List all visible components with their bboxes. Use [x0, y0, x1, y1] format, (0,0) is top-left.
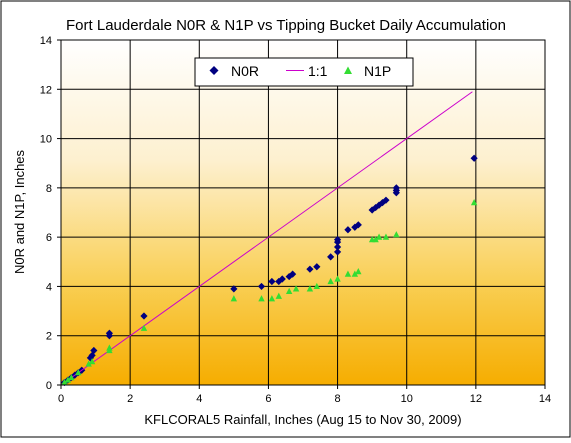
data-point-n0r: [268, 277, 276, 286]
data-point-n0r: [470, 154, 478, 162]
x-tick-label: 2: [127, 393, 133, 405]
data-point-n1p: [61, 378, 68, 386]
data-point-n1p: [275, 292, 282, 299]
data-point-n0r: [230, 285, 238, 293]
data-point-n1p: [285, 287, 293, 294]
data-point-n1p: [106, 344, 113, 351]
data-point-n0r: [333, 248, 342, 256]
data-point-n0r: [140, 312, 148, 320]
y-tick-label: 12: [40, 84, 52, 96]
data-point-n0r: [344, 226, 352, 234]
x-tick-label: 12: [470, 393, 482, 405]
data-point-n1p: [327, 277, 334, 285]
data-point-n1p: [344, 270, 352, 277]
legend-label-n0r: N0R: [231, 63, 259, 79]
series-layer: [60, 91, 478, 387]
data-point-n0r: [351, 223, 359, 231]
data-point-n1p: [393, 231, 400, 238]
legend-label-1to1: 1:1: [308, 63, 328, 79]
x-axis-label: KFLCORAL5 Rainfall, Inches (Aug 15 to No…: [144, 412, 461, 427]
y-axis-label: N0R and N1P, Inches: [12, 149, 27, 274]
data-point-n1p: [292, 285, 300, 292]
legend-marker-n1p: [344, 66, 352, 74]
x-tick-label: 4: [196, 393, 202, 405]
data-point-n0r: [354, 221, 362, 229]
y-tick-label: 10: [40, 134, 52, 146]
data-point-n0r: [392, 184, 400, 192]
data-point-n0r: [375, 201, 383, 209]
data-point-n0r: [105, 329, 113, 337]
data-point-n0r: [372, 203, 380, 212]
y-tick-label: 8: [46, 183, 52, 195]
data-point-n0r: [86, 354, 94, 362]
data-point-n0r: [90, 346, 98, 355]
legend-box: [194, 57, 414, 87]
data-point-n0r: [285, 272, 293, 281]
data-point-n1p: [470, 199, 478, 206]
data-point-n1p: [68, 374, 75, 381]
data-point-n1p: [375, 233, 383, 240]
data-point-n1p: [306, 285, 314, 292]
data-point-n1p: [372, 236, 379, 243]
data-point-n0r: [313, 263, 321, 271]
legend: N0R 1:1 N1P: [194, 57, 414, 87]
x-tick-label: 8: [335, 393, 341, 405]
y-tick-label: 6: [46, 232, 52, 244]
data-point-n1p: [351, 270, 359, 277]
data-point-n1p: [85, 360, 92, 367]
data-point-n0r: [382, 196, 390, 204]
data-point-n0r: [327, 253, 335, 261]
data-point-n1p: [64, 376, 72, 383]
data-point-n1p: [75, 369, 82, 376]
data-point-n1p: [355, 268, 362, 275]
data-point-n1p: [88, 357, 96, 365]
data-point-n0r: [368, 206, 376, 214]
data-point-n1p: [258, 295, 265, 302]
data-point-n0r: [278, 275, 286, 283]
data-point-n0r: [289, 270, 297, 278]
data-point-n1p: [313, 282, 321, 290]
data-point-n1p: [230, 295, 238, 302]
data-point-n0r: [257, 282, 266, 291]
data-point-n0r: [333, 236, 342, 244]
data-point-n1p: [268, 295, 276, 302]
chart-title: Fort Lauderdale N0R & N1P vs Tipping Buc…: [66, 17, 506, 34]
series-line-1-1: [60, 91, 473, 386]
x-tick-label: 14: [539, 393, 551, 405]
x-tick-label: 10: [401, 393, 413, 405]
y-tick-label: 0: [46, 380, 52, 392]
y-tick-label: 4: [46, 281, 52, 293]
data-point-n0r: [306, 265, 314, 273]
data-point-n1p: [334, 275, 341, 282]
data-point-n1p: [140, 324, 148, 331]
gridlines: [57, 39, 546, 389]
x-tick-label: 0: [58, 393, 64, 405]
tick-labels: 0 2 4 6 8 10 12 14 0 2 4 6 8 10 12 14: [40, 35, 551, 405]
data-point-n1p: [382, 233, 390, 240]
data-point-n0r: [333, 243, 342, 251]
legend-marker-n0r: [209, 66, 219, 75]
plot-area-border: [60, 39, 546, 386]
y-tick-label: 14: [40, 35, 52, 47]
legend-label-n1p: N1P: [364, 63, 391, 79]
y-tick-label: 2: [46, 331, 52, 343]
x-tick-label: 6: [265, 393, 271, 405]
